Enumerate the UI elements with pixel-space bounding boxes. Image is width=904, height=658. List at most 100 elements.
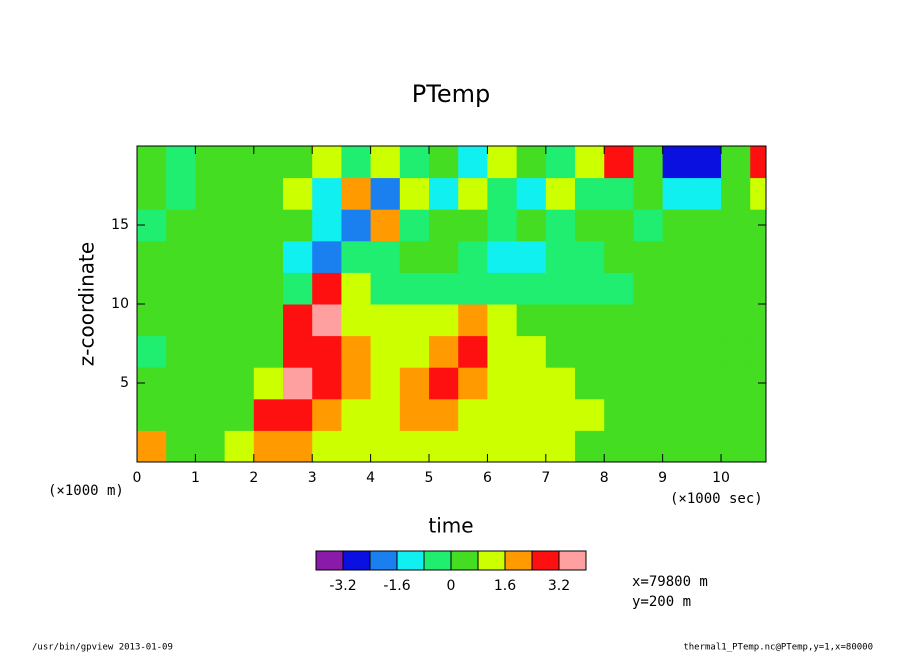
cell <box>224 272 255 305</box>
cell <box>429 240 459 273</box>
cell <box>633 146 664 179</box>
cell <box>195 304 226 337</box>
cell <box>195 209 226 242</box>
cell <box>370 146 401 179</box>
cell <box>633 209 664 242</box>
cell <box>312 430 342 462</box>
cell <box>341 430 372 462</box>
x-tick-label: 10 <box>712 470 730 486</box>
cell <box>662 240 693 273</box>
cell <box>253 146 284 179</box>
cell <box>399 177 430 210</box>
cell <box>458 430 488 462</box>
y-tick-label: 15 <box>111 217 129 233</box>
cell <box>166 272 196 305</box>
cell <box>341 335 372 368</box>
cell <box>721 367 751 400</box>
cell <box>137 398 167 431</box>
cell <box>662 209 693 242</box>
cell <box>633 430 664 462</box>
cell <box>283 367 313 400</box>
cell <box>721 335 751 368</box>
cell <box>721 398 751 431</box>
cell <box>283 335 313 368</box>
cell <box>691 272 722 305</box>
cell <box>662 335 693 368</box>
cell <box>253 209 284 242</box>
cell <box>604 398 634 431</box>
cell <box>312 367 342 400</box>
y-axis-label: z-coordinate <box>75 242 99 366</box>
cell <box>545 177 576 210</box>
cell <box>370 398 401 431</box>
cell <box>575 398 605 431</box>
cell <box>312 177 342 210</box>
cell <box>662 398 693 431</box>
cell <box>224 304 255 337</box>
colorbar-box <box>450 550 479 571</box>
cell <box>283 272 313 305</box>
footer-right: thermal1_PTemp.nc@PTemp,y=1,x=80000 <box>683 643 873 653</box>
x-tick-label: 3 <box>308 470 317 486</box>
cell <box>166 209 196 242</box>
cell <box>312 304 342 337</box>
cell <box>750 335 766 368</box>
x-tick-label: 8 <box>600 470 609 486</box>
cell <box>341 146 372 179</box>
cell <box>575 209 605 242</box>
cell <box>399 304 430 337</box>
cell <box>195 335 226 368</box>
cell <box>604 272 634 305</box>
cell <box>166 367 196 400</box>
cell <box>370 272 401 305</box>
x-tick-label: 2 <box>249 470 258 486</box>
cell <box>575 177 605 210</box>
colorbar-box <box>558 550 587 571</box>
cell <box>750 146 766 179</box>
cell <box>721 146 751 179</box>
cell <box>224 240 255 273</box>
chart-title: PTemp <box>412 80 490 108</box>
cell <box>545 367 576 400</box>
cell <box>253 367 284 400</box>
cell <box>662 272 693 305</box>
cell <box>253 304 284 337</box>
cell <box>487 335 518 368</box>
left-note: (×1000 m) <box>48 483 124 499</box>
colorbar-box <box>369 550 398 571</box>
cell <box>429 304 459 337</box>
cell <box>458 240 488 273</box>
cell <box>662 430 693 462</box>
cell <box>545 304 576 337</box>
cell <box>545 335 576 368</box>
cell <box>516 398 547 431</box>
cell <box>633 367 664 400</box>
x-tick-label: 5 <box>425 470 434 486</box>
colorbar-box <box>342 550 371 571</box>
cell <box>633 177 664 210</box>
colorbar-label: -1.6 <box>383 578 410 594</box>
cell <box>370 209 401 242</box>
cell <box>721 430 751 462</box>
cell <box>224 177 255 210</box>
cell <box>662 177 693 210</box>
cell <box>691 304 722 337</box>
cell <box>429 430 459 462</box>
cell <box>575 367 605 400</box>
cell <box>691 430 722 462</box>
cell <box>137 146 167 179</box>
colorbar-box <box>531 550 560 571</box>
cell <box>195 272 226 305</box>
cell <box>195 430 226 462</box>
cell <box>341 209 372 242</box>
cell <box>691 146 722 179</box>
cell <box>429 209 459 242</box>
cell <box>575 304 605 337</box>
cell <box>575 146 605 179</box>
cell <box>399 146 430 179</box>
cell <box>166 335 196 368</box>
cell <box>399 367 430 400</box>
cell <box>516 146 547 179</box>
cell <box>604 304 634 337</box>
cell <box>224 335 255 368</box>
